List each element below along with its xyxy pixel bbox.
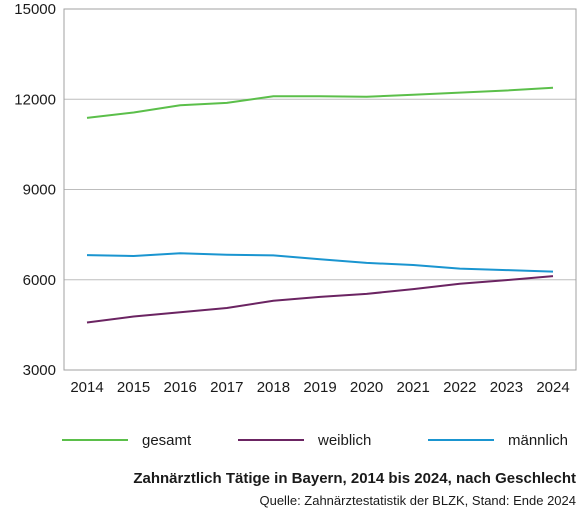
x-tick-label: 2020 (350, 379, 383, 396)
series-line-gesamt (86, 86, 554, 119)
legend-item-weiblich: weiblich (238, 428, 371, 452)
legend: gesamt weiblich männlich (0, 428, 584, 452)
legend-swatch-gesamt (62, 439, 128, 441)
legend-label-gesamt: gesamt (142, 431, 192, 449)
x-tick-label: 2021 (397, 379, 430, 396)
y-tick-label: 9000 (23, 182, 56, 199)
x-tick-label: 2016 (164, 379, 197, 396)
x-tick-label: 2014 (70, 379, 103, 396)
y-tick-label: 12000 (14, 91, 56, 108)
x-tick-label: 2024 (536, 379, 569, 396)
chart-title: Zahnärztlich Tätige in Bayern, 2014 bis … (133, 470, 576, 487)
x-tick-label: 2019 (303, 379, 336, 396)
x-tick-label: 2017 (210, 379, 243, 396)
y-tick-label: 6000 (23, 272, 56, 289)
legend-label-maennlich: männlich (508, 431, 569, 449)
legend-item-gesamt: gesamt (62, 428, 191, 452)
x-tick-label: 2023 (490, 379, 523, 396)
series-line-weiblich (86, 275, 554, 324)
plot-area-frame (63, 8, 577, 371)
y-axis: 3000 6000 9000 12000 15000 (14, 1, 56, 379)
chart-source: Quelle: Zahnärztestatistik der BLZK, Sta… (259, 493, 576, 508)
y-tick-label: 15000 (14, 1, 56, 18)
y-tick-label: 3000 (23, 362, 56, 379)
x-tick-label: 2022 (443, 379, 476, 396)
legend-swatch-maennlich (428, 439, 494, 441)
x-tick-label: 2018 (257, 379, 290, 396)
x-axis: 2014 2015 2016 2017 2018 2019 2020 2021 2022 2023… (70, 379, 569, 396)
series-line-männlich (86, 252, 554, 273)
series-lines (86, 86, 554, 324)
legend-swatch-weiblich (238, 439, 304, 441)
legend-item-maennlich: männlich (428, 428, 568, 452)
x-tick-label: 2015 (117, 379, 150, 396)
legend-label-weiblich: weiblich (318, 431, 372, 449)
